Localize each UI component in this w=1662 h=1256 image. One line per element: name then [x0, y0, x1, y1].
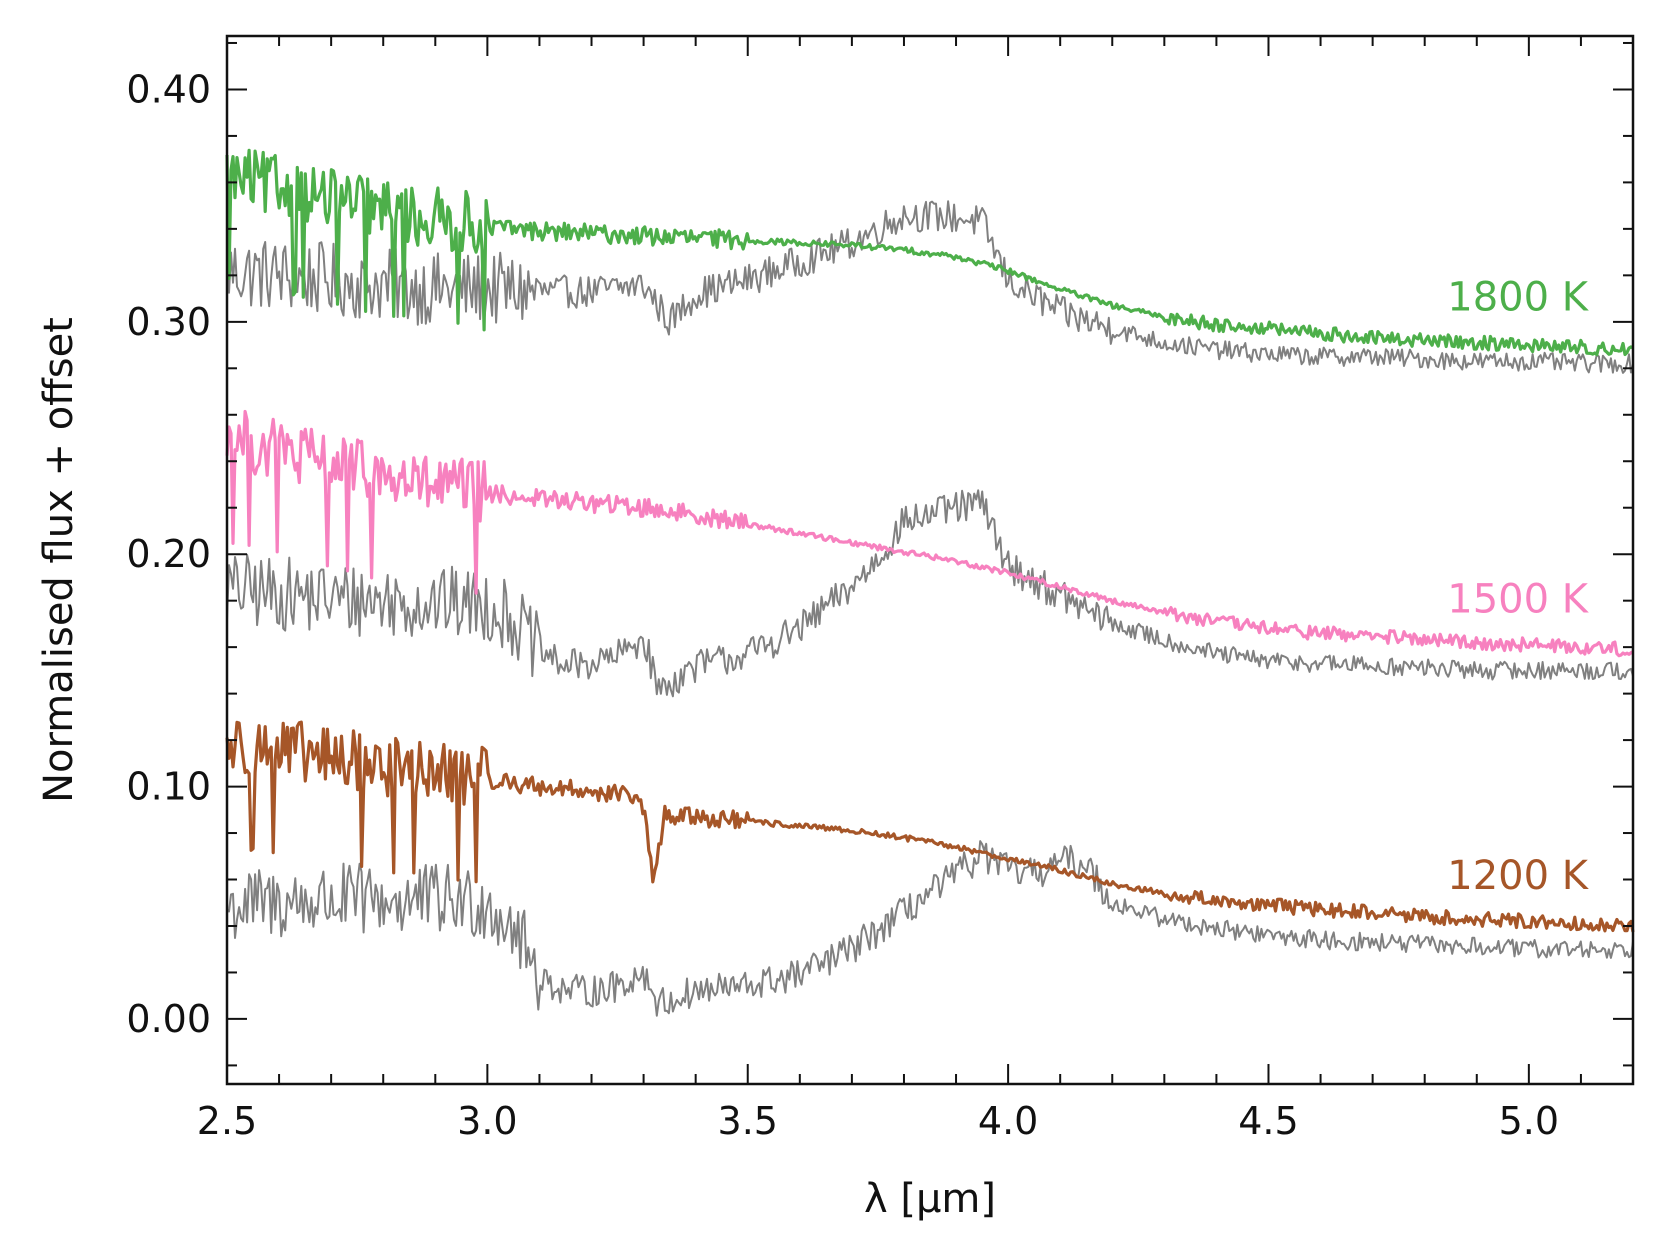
series-label: 1200 K: [1447, 853, 1590, 899]
x-tick-label: 3.0: [457, 1099, 517, 1143]
series-layer: [225, 148, 1635, 1017]
x-tick-label: 5.0: [1499, 1099, 1559, 1143]
observed-spectrum-line: [226, 200, 1634, 374]
x-tick-label: 4.0: [978, 1099, 1038, 1143]
y-tick-label: 0.40: [126, 67, 211, 111]
y-tick-label: 0.30: [126, 300, 211, 344]
observed-spectrum-line: [226, 489, 1634, 698]
y-tick-label: 0.20: [126, 532, 211, 576]
model-spectrum-line: [225, 148, 1634, 357]
series-label: 1500 K: [1447, 576, 1590, 622]
observed-spectrum-line: [226, 840, 1634, 1017]
plot-frame: [225, 34, 1635, 1086]
x-axis-title: λ [μm]: [864, 1176, 996, 1222]
label-layer: λ [μm] Normalised flux + offset 1800 K 15…: [36, 274, 1590, 1222]
x-tick-label: 3.5: [718, 1099, 778, 1143]
series-label: 1800 K: [1447, 274, 1590, 320]
y-axis-title: Normalised flux + offset: [36, 317, 82, 803]
x-tick-label: 2.5: [197, 1099, 257, 1143]
y-tick-label: 0.10: [126, 765, 211, 809]
tick-layer: 2.5 3.0 3.5 4.0 4.5 5.0 0.00 0.10 0.20 0.30 0.40: [126, 36, 1634, 1143]
x-tick-label: 4.5: [1238, 1099, 1298, 1143]
model-spectrum-line: [225, 720, 1635, 933]
y-tick-label: 0.00: [126, 997, 211, 1041]
model-spectrum-line: [225, 409, 1634, 658]
